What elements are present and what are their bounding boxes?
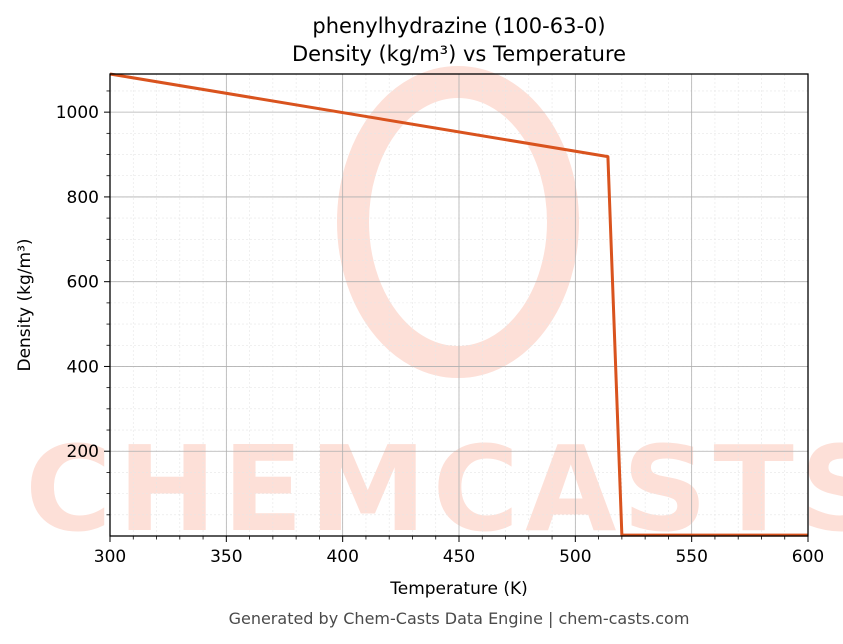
y-tick-label: 600 (67, 273, 99, 293)
x-axis-label: Temperature (K) (389, 579, 528, 599)
footer-credit: Generated by Chem-Casts Data Engine | ch… (229, 609, 690, 628)
y-axis: 200 400 600 800 1000 (56, 90, 110, 516)
y-tick-label: 200 (67, 442, 99, 462)
x-tick-label: 350 (210, 547, 242, 567)
x-tick-label: 400 (326, 547, 358, 567)
x-tick-label: 450 (443, 547, 475, 567)
x-tick-label: 300 (94, 547, 126, 567)
chart-subtitle: Density (kg/m³) vs Temperature (292, 42, 626, 66)
x-tick-label: 550 (675, 547, 707, 567)
watermark: CHEMCASTS (25, 66, 843, 558)
y-axis-label: Density (kg/m³) (15, 238, 35, 371)
watermark-logo-ring (337, 66, 579, 378)
y-tick-label: 800 (67, 188, 99, 208)
x-axis: 300 350 400 450 500 550 600 (94, 536, 824, 567)
watermark-text: CHEMCASTS (25, 420, 843, 558)
series-layer (109, 72, 808, 537)
x-tick-label: 600 (792, 547, 824, 567)
series-line (109, 72, 808, 537)
y-tick-label: 400 (67, 357, 99, 377)
chart-title: phenylhydrazine (100-63-0) (312, 14, 605, 38)
x-tick-label: 500 (559, 547, 591, 567)
y-tick-label: 1000 (56, 103, 99, 123)
